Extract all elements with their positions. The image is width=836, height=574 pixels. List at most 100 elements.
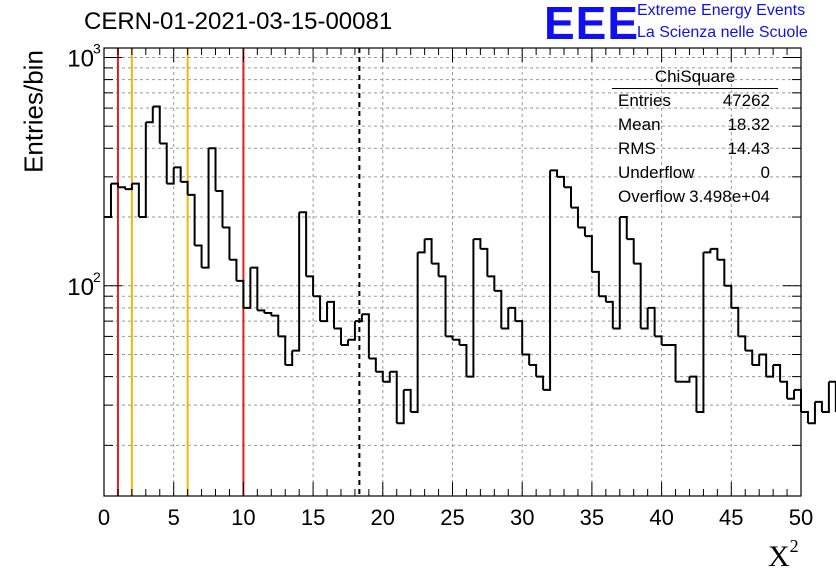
stats-key: Underflow [618, 161, 695, 185]
y-axis-label: Entries/bin [19, 46, 50, 178]
y-tick-label-exponent: 3 [93, 40, 101, 56]
histogram-bin [264, 313, 271, 316]
x-tick-label: 0 [98, 505, 110, 530]
stats-value: 0 [761, 161, 770, 185]
x-tick-label: 30 [510, 505, 534, 530]
histogram-bin [250, 268, 257, 311]
stats-value: 14.43 [727, 137, 770, 161]
histogram-bin [229, 260, 236, 281]
stats-row: Mean 18.32 [612, 113, 778, 137]
stats-value: 18.32 [727, 113, 770, 137]
run-title: CERN-01-2021-03-15-00081 [84, 8, 392, 36]
histogram-bin [773, 365, 780, 382]
histogram-bin [487, 276, 494, 291]
histogram-bin [829, 382, 836, 412]
histogram-bin [627, 239, 634, 263]
histogram-bin [564, 187, 571, 207]
histogram-bin [397, 390, 404, 423]
histogram-bin [529, 365, 536, 377]
x-tick-label: 50 [789, 505, 813, 530]
histogram-bin [696, 252, 703, 412]
x-tick-label: 25 [440, 505, 464, 530]
histogram-bin [717, 260, 724, 286]
histogram-bin [202, 148, 209, 267]
histogram-bin [243, 268, 250, 308]
stats-value: 47262 [723, 89, 770, 113]
histogram-bin [731, 308, 738, 337]
histogram-bin [146, 106, 153, 122]
histogram-bin [425, 239, 432, 263]
histogram-bin [167, 167, 174, 183]
eee-logo: EEE [544, 0, 639, 50]
histogram-bin [655, 336, 662, 345]
histogram-bin [648, 308, 655, 337]
histogram-bin [578, 227, 585, 236]
histogram-bin [599, 296, 606, 302]
stats-box-title: ChiSquare [612, 66, 778, 89]
histogram-bin [745, 351, 752, 365]
stats-key: Mean [618, 113, 661, 137]
histogram-bin [195, 246, 202, 268]
histogram-bin [620, 217, 627, 239]
x-axis-label-base: X [768, 540, 790, 573]
histogram-bin [216, 191, 223, 227]
logo-subtitle-1: Extreme Energy Events [637, 2, 805, 20]
histogram-bin [710, 249, 717, 260]
histogram-bin [683, 377, 690, 382]
histogram-bin [557, 177, 564, 187]
y-tick-label-exponent: 2 [93, 269, 101, 285]
histogram-bin [153, 106, 160, 143]
histogram-bin [515, 321, 522, 354]
histogram-bin [341, 340, 348, 345]
histogram-bin [404, 390, 411, 412]
histogram-bin [459, 345, 466, 377]
y-tick-label: 10 [67, 45, 94, 72]
histogram-bin [181, 182, 188, 195]
histogram-bin [160, 143, 167, 183]
histogram-bin [759, 354, 766, 376]
histogram-bin [257, 310, 264, 313]
histogram-bin [473, 239, 480, 249]
histogram-bin [446, 336, 453, 339]
x-tick-label: 10 [231, 505, 255, 530]
histogram-bin [299, 212, 306, 276]
histogram-bin [418, 239, 425, 252]
histogram-bin [703, 249, 710, 252]
histogram-bin [174, 167, 181, 182]
histogram-bin [585, 236, 592, 272]
histogram-bin [766, 365, 773, 377]
histogram-bin [139, 122, 146, 217]
histogram-bin [313, 296, 320, 321]
histogram-bin [453, 340, 460, 345]
x-axis-label-exponent: 2 [790, 536, 799, 556]
histogram-bin [501, 308, 508, 329]
histogram-bin [327, 302, 334, 329]
histogram-bin [613, 217, 620, 328]
histogram-bin [278, 336, 285, 365]
histogram-bin [522, 354, 529, 364]
histogram-bin [550, 170, 557, 176]
histogram-bin [390, 372, 397, 423]
histogram-bin [808, 402, 815, 423]
histogram-bin [592, 272, 599, 296]
x-tick-label: 35 [580, 505, 604, 530]
histogram-bin [285, 351, 292, 365]
stats-key: Entries [618, 89, 671, 113]
histogram-bin [787, 390, 794, 399]
x-tick-label: 40 [649, 505, 673, 530]
histogram-bin [132, 184, 139, 217]
histogram-bin [271, 316, 278, 337]
histogram-bin [794, 390, 801, 412]
y-tick-label: 10 [67, 274, 94, 301]
histogram-bin [320, 302, 327, 321]
histogram-bin [348, 321, 355, 340]
histogram-bin [543, 170, 550, 389]
histogram-bin [209, 148, 216, 191]
histogram-bin [801, 412, 808, 423]
x-tick-label: 5 [168, 505, 180, 530]
stats-row: Entries 47262 [612, 89, 778, 113]
histogram-bin [432, 264, 439, 277]
stats-row: Underflow 0 [612, 161, 778, 185]
